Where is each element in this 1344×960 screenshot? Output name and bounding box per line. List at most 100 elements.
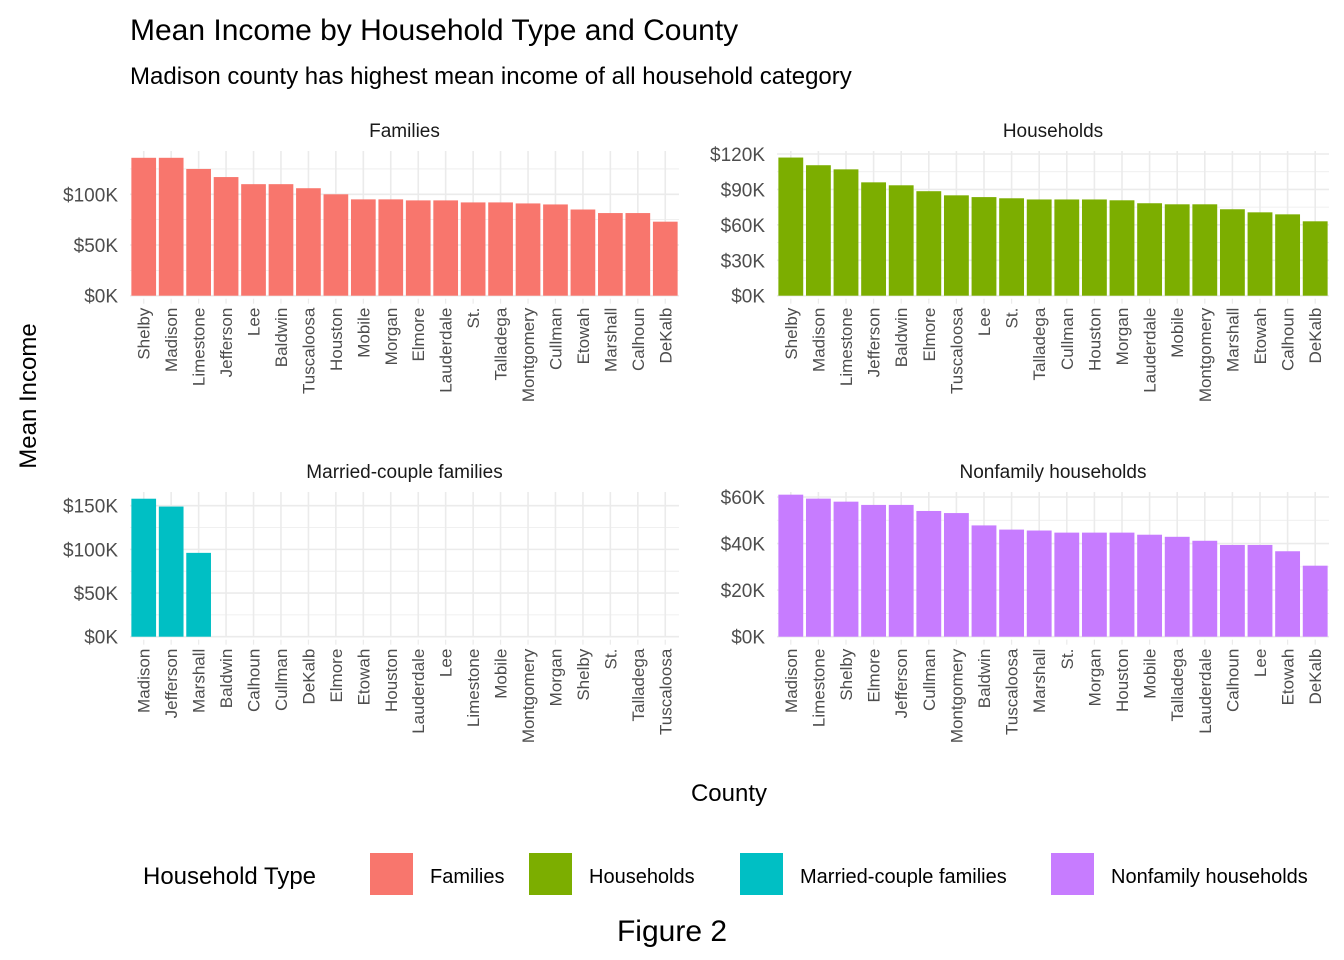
x-tick-label: Mobile bbox=[1168, 308, 1187, 358]
x-tick-label: Morgan bbox=[382, 308, 401, 366]
x-tick-label: DeKalb bbox=[299, 649, 318, 705]
bar-marshall bbox=[598, 213, 623, 296]
y-tick-label: $50K bbox=[74, 236, 119, 257]
bar-calhoun bbox=[1219, 544, 1245, 637]
y-tick-label: $90K bbox=[721, 180, 766, 201]
x-tick-label: Baldwin bbox=[975, 649, 994, 709]
x-tick-label: Jefferson bbox=[162, 649, 181, 719]
x-tick-label: Houston bbox=[327, 308, 346, 371]
x-tick-label: DeKalb bbox=[1306, 649, 1325, 705]
x-tick-label: Shelby bbox=[135, 307, 154, 359]
legend-key-swatch bbox=[1051, 853, 1094, 895]
bar-talladega bbox=[1026, 199, 1052, 296]
panel-households: Households $0K $30K $60K $90K $120K Shelby Madi… bbox=[710, 121, 1329, 402]
x-tick-label: Mobile bbox=[354, 308, 373, 358]
bar-elmore bbox=[405, 200, 431, 296]
x-tick-label: Marshall bbox=[1223, 308, 1242, 372]
x-tick-label: Cullman bbox=[546, 308, 565, 370]
bar-cullman bbox=[916, 510, 942, 637]
y-tick-label: $20K bbox=[721, 581, 766, 602]
x-tick-label: Lauderdale bbox=[409, 649, 428, 734]
bar-mobile bbox=[1164, 204, 1190, 296]
x-tick-label: Etowah bbox=[354, 649, 373, 706]
bar-etowah bbox=[570, 209, 596, 296]
bar-shelby bbox=[833, 501, 859, 637]
x-tick-label: Baldwin bbox=[892, 308, 911, 368]
x-tick-label: Calhoun bbox=[1279, 308, 1298, 371]
legend-label: Families bbox=[430, 866, 504, 888]
bar-mobile bbox=[350, 199, 376, 296]
x-tick-label: Montgomery bbox=[519, 648, 538, 743]
x-tick-label: Houston bbox=[1113, 649, 1132, 712]
bar-morgan bbox=[378, 199, 404, 296]
x-tick-label: Madison bbox=[782, 649, 801, 713]
x-tick-label: Shelby bbox=[837, 648, 856, 700]
x-tick-label: Madison bbox=[135, 649, 154, 713]
x-tick-label: Limestone bbox=[837, 308, 856, 386]
bar-cullman bbox=[1054, 199, 1080, 296]
y-tick-label: $0K bbox=[731, 628, 765, 649]
x-tick-label: Morgan bbox=[1113, 308, 1132, 366]
x-tick-label: Lauderdale bbox=[1196, 649, 1215, 734]
x-tick-label: Lauderdale bbox=[437, 308, 456, 393]
y-tick-label: $150K bbox=[63, 497, 118, 518]
x-tick-label: Shelby bbox=[574, 648, 593, 700]
bar-montgomery bbox=[943, 513, 969, 637]
y-tick-label: $0K bbox=[84, 628, 118, 649]
bar-marshall bbox=[1026, 530, 1052, 637]
x-tick-label: Marshall bbox=[601, 308, 620, 372]
x-tick-label: Tuscaloosa bbox=[656, 648, 675, 735]
bar-marshall bbox=[1219, 209, 1245, 296]
bar-lee bbox=[241, 184, 266, 296]
facet-strip-label: Families bbox=[369, 121, 440, 142]
x-tick-label: Talladega bbox=[1030, 307, 1049, 380]
bar-madison bbox=[131, 498, 157, 637]
bar-talladega bbox=[488, 202, 513, 296]
x-tick-label: Tuscaloosa bbox=[299, 307, 318, 394]
bar-montgomery bbox=[1192, 204, 1218, 296]
bar-madison bbox=[158, 157, 184, 296]
bar-houston bbox=[1109, 532, 1135, 637]
bar-tuscaloosa bbox=[296, 188, 321, 296]
x-tick-label: Etowah bbox=[1251, 308, 1270, 365]
bar-lauderdale bbox=[433, 200, 459, 296]
legend-key-swatch bbox=[370, 853, 413, 895]
panel-families: Families $0K $50K $100K Shelby Madison Limesto… bbox=[63, 121, 679, 402]
x-tick-label: Elmore bbox=[920, 308, 939, 362]
legend-key-swatch bbox=[740, 853, 783, 895]
chart-title: Mean Income by Household Type and County bbox=[130, 14, 738, 47]
x-tick-label: Lauderdale bbox=[1141, 308, 1160, 393]
legend-label: Married-couple families bbox=[800, 866, 1007, 888]
x-tick-label: Cullman bbox=[920, 649, 939, 711]
x-tick-label: Elmore bbox=[327, 649, 346, 703]
x-tick-label: Houston bbox=[1085, 308, 1104, 371]
bar-tuscaloosa bbox=[999, 529, 1025, 637]
x-tick-label: Talladega bbox=[629, 648, 648, 721]
bar-lee bbox=[971, 197, 997, 296]
facet-strip-label: Nonfamily households bbox=[960, 462, 1147, 483]
x-tick-label: Madison bbox=[162, 308, 181, 372]
chart-subtitle: Madison county has highest mean income o… bbox=[130, 63, 852, 90]
x-tick-label: Calhoun bbox=[1223, 649, 1242, 712]
bar-baldwin bbox=[971, 525, 997, 637]
x-tick-label: St. bbox=[464, 308, 483, 329]
x-tick-label: Calhoun bbox=[245, 649, 264, 712]
bar-shelby bbox=[778, 157, 804, 296]
y-tick-label: $30K bbox=[721, 251, 766, 272]
x-tick-label: Madison bbox=[809, 308, 828, 372]
bar-st bbox=[1054, 532, 1080, 637]
x-tick-label: Limestone bbox=[190, 308, 209, 386]
x-axis-title: County bbox=[691, 780, 767, 807]
panel-married-couple-families: Married-couple families $0K $50K $100K $150K… bbox=[63, 462, 679, 743]
bar-st bbox=[999, 198, 1025, 296]
bar-jefferson bbox=[213, 177, 239, 296]
bar-shelby bbox=[131, 157, 157, 296]
bar-talladega bbox=[1164, 536, 1190, 637]
bar-etowah bbox=[1275, 551, 1301, 637]
bar-morgan bbox=[1081, 532, 1107, 637]
x-tick-label: Baldwin bbox=[217, 649, 236, 709]
x-tick-label: Baldwin bbox=[272, 308, 291, 368]
facet-strip-label: Married-couple families bbox=[306, 462, 502, 483]
y-tick-label: $40K bbox=[721, 535, 766, 556]
